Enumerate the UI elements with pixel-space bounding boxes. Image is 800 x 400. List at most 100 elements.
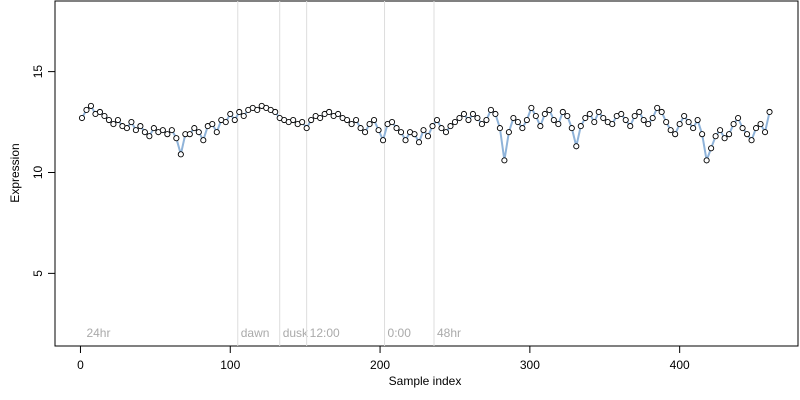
data-point [766,108,773,116]
data-point [213,129,220,136]
data-point [438,125,445,132]
data-point [523,116,530,124]
data-point [222,119,229,126]
data-point [326,108,333,116]
data-point [105,116,112,124]
data-point [397,129,405,136]
data-point [128,119,135,126]
data-point [645,121,652,128]
data-point [483,116,490,124]
data-point [114,116,121,124]
data-point [730,121,737,128]
marker-label: dawn [241,326,270,340]
data-point [447,123,454,130]
y-tick-label: 15 [31,65,45,79]
data-point [469,110,476,118]
data-point [137,123,144,130]
data-point [303,125,310,132]
data-point [415,139,423,146]
data-point [654,104,661,111]
data-point [200,137,207,144]
data-point [348,121,355,128]
data-point [577,123,584,130]
data-point [168,127,175,134]
data-point [227,110,234,118]
data-point [703,157,710,164]
data-point [380,137,387,144]
y-axis-label: Expression [8,143,22,202]
data-point [600,114,607,122]
data-point [537,123,544,130]
data-point [712,133,719,140]
data-point [627,123,634,130]
data-point [299,119,306,126]
data-point [694,116,701,124]
data-point [96,108,103,116]
data-point [496,125,503,132]
data-point [402,137,409,144]
data-point [753,125,760,132]
data-point [528,104,535,111]
data-point [141,129,148,136]
data-point [609,121,616,128]
data-point [699,131,706,138]
data-point [456,114,463,122]
data-point [411,131,418,138]
data-point [78,114,86,122]
x-axis-label: Sample index [389,374,462,388]
y-tick-label: 5 [31,270,45,277]
data-point [195,129,202,136]
data-point [492,110,499,118]
data-point [110,121,117,128]
marker-label: dusk [283,326,309,340]
data-point [146,133,153,140]
data-point [420,127,427,134]
data-point [83,106,90,113]
data-point [550,116,557,124]
data-point [123,125,130,132]
data-point [568,125,575,132]
data-point [663,119,670,126]
data-point [717,127,724,134]
data-point [595,108,602,116]
y-tick-label: 10 [31,165,45,179]
data-point [474,114,481,122]
x-tick-label: 100 [220,358,240,372]
data-point [582,114,589,122]
data-point [721,135,728,142]
data-point [519,125,526,132]
data-point [564,112,571,120]
data-point [555,121,562,128]
data-point [186,131,193,138]
data-point [478,121,485,128]
data-point [254,106,261,113]
data-point [290,116,297,124]
x-tick-label: 400 [670,358,690,372]
data-point [676,121,683,128]
data-point [649,114,656,122]
data-point [757,121,764,128]
data-point [532,112,539,120]
data-point [375,127,382,134]
data-point [622,116,629,124]
marker-label: 0:00 [388,326,412,340]
data-point [393,125,400,132]
data-point [173,135,180,142]
data-point [429,123,436,130]
data-point [371,116,378,124]
data-point [353,116,360,124]
data-point [505,129,512,136]
data-point [272,108,279,116]
data-point [231,116,238,124]
data-point [209,121,216,128]
data-point [236,108,243,116]
data-point [573,143,580,150]
data-point [559,108,566,116]
data-point [424,133,432,140]
data-point [159,127,166,134]
x-tick-label: 200 [370,358,390,372]
data-point [690,125,697,132]
data-point [132,127,139,134]
data-point [748,137,755,144]
